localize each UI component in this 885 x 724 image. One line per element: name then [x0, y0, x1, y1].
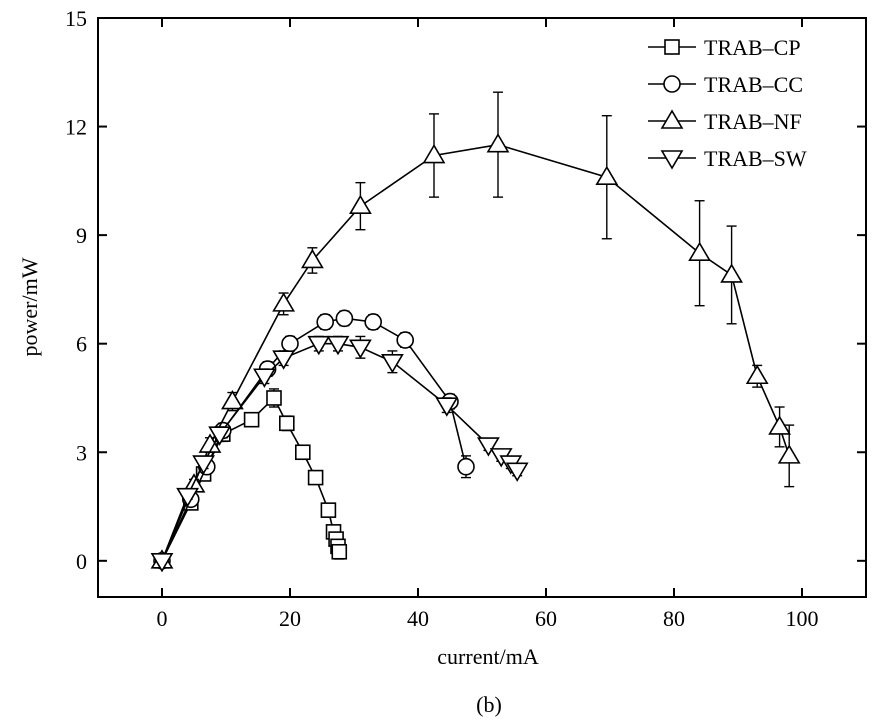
legend-label: TRAB–SW [704, 146, 807, 171]
y-tick-label: 9 [76, 223, 87, 248]
data-point [364, 313, 383, 331]
data-point [176, 487, 199, 508]
y-tick-label: 15 [65, 6, 87, 31]
legend-marker [660, 150, 684, 170]
data-point [777, 444, 801, 464]
data-point [281, 334, 299, 353]
legend-marker [663, 75, 681, 93]
data-point [486, 133, 510, 153]
data-point [320, 502, 337, 518]
legend-label: TRAB–NF [704, 109, 802, 134]
data-point [243, 411, 260, 428]
ticks: 0 20 40 60 80 100 0 3 6 9 12 15 [65, 6, 866, 631]
series-triangle-up [150, 91, 801, 569]
data-point [435, 397, 459, 417]
y-axis-title: power/mW [17, 257, 42, 356]
data-point [150, 553, 174, 573]
plot-frame [97, 17, 867, 598]
data-point [301, 248, 324, 269]
data-point [505, 462, 529, 482]
y-tick-label: 6 [76, 332, 87, 357]
legend-label: TRAB–CP [704, 35, 801, 60]
data-point [595, 165, 619, 186]
data-point [208, 426, 231, 446]
data-point [272, 292, 295, 312]
data-point [266, 390, 282, 406]
x-tick-label: 0 [157, 606, 168, 631]
data-point [335, 309, 354, 328]
data-point [477, 437, 500, 457]
x-tick-label: 100 [786, 606, 819, 631]
y-tick-label: 12 [65, 115, 87, 140]
series-line [161, 143, 790, 562]
data-point [316, 313, 335, 331]
legend-entry: TRAB–NF [648, 109, 802, 134]
data-point [253, 368, 276, 388]
x-tick-label: 80 [663, 606, 685, 631]
legend-marker [664, 39, 680, 55]
data-point [688, 241, 711, 262]
series-circle [153, 309, 475, 570]
y-tick-label: 3 [76, 440, 87, 465]
legend-marker [660, 109, 684, 129]
data-point [720, 263, 743, 283]
x-tick-label: 20 [279, 606, 301, 631]
data-point [422, 143, 446, 164]
data-point [381, 353, 404, 374]
data-point [221, 390, 244, 410]
data-point [331, 543, 348, 560]
x-tick-label: 60 [535, 606, 557, 631]
data-point [745, 364, 769, 385]
data-point [307, 469, 324, 486]
y-tick-label: 0 [76, 549, 87, 574]
data-point [278, 415, 295, 432]
data-point [349, 194, 372, 214]
x-tick-label: 40 [407, 606, 429, 631]
data-point [396, 331, 415, 349]
legend-entry: TRAB–SW [648, 146, 807, 171]
series-triangle-down [150, 335, 529, 573]
legend: TRAB–CP TRAB–CC TRAB–NF TRAB–SW [648, 35, 807, 171]
legend-label: TRAB–CC [704, 72, 803, 97]
legend-entry: TRAB–CC [648, 72, 803, 97]
legend-entry: TRAB–CP [648, 35, 801, 60]
figure-caption: (b) [476, 692, 502, 717]
data-point [294, 444, 311, 461]
data-point [272, 350, 295, 370]
data-point [768, 415, 791, 435]
axes [97, 17, 867, 598]
data-point [326, 335, 350, 356]
x-axis-title: current/mA [437, 644, 539, 669]
plot-area [150, 91, 801, 573]
data-point [457, 457, 475, 476]
series-square [154, 388, 348, 569]
data-point [349, 339, 372, 359]
data-point [192, 455, 215, 475]
data-point [307, 335, 331, 356]
